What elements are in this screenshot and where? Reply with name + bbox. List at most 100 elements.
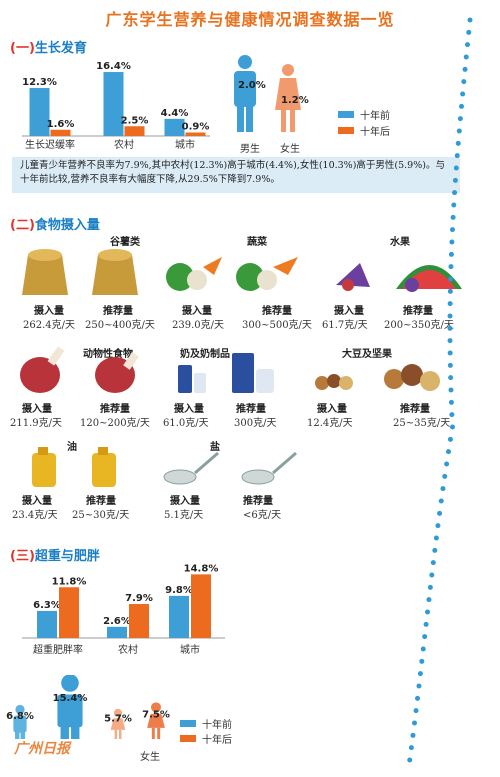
growth-cat-label: 城市	[175, 138, 195, 151]
food-grain-name: 谷薯类	[110, 237, 140, 248]
milk-intake-label: 摄入量	[174, 404, 204, 415]
obesity-bar-value: 14.8%	[184, 563, 219, 574]
milk-icon	[232, 353, 274, 393]
female-value-label: 1.2%	[281, 95, 309, 106]
food-oil-name: 油	[67, 442, 77, 453]
decorative-dot	[447, 436, 453, 442]
decorative-dot	[442, 473, 448, 479]
decorative-dot	[410, 732, 416, 738]
bean-rec-label: 推荐量	[400, 404, 430, 415]
growth-gender-figures	[234, 55, 301, 132]
obesity-figure-value: 15.4%	[53, 693, 88, 704]
decorative-dot	[447, 325, 453, 331]
oil-bottle-icon	[92, 447, 116, 487]
milk-intake-value: 61.0克/天	[163, 418, 209, 429]
decorative-dot	[452, 177, 458, 183]
food-row1-icons	[22, 249, 462, 295]
growth-chart: 12.3% 1.6% 16.4% 2.5% 4.4% 0.9% 生长迟缓率 农村 城市	[22, 61, 210, 151]
decorative-dot	[449, 227, 455, 233]
growth-bar	[185, 132, 206, 136]
male-figure-icon	[13, 704, 27, 739]
decorative-dot	[444, 461, 450, 467]
obesity-bar	[59, 587, 79, 638]
growth-bar	[124, 126, 145, 136]
decorative-dot	[447, 338, 453, 344]
salt-intake-value: 5.1克/天	[164, 510, 204, 521]
section-growth-heading: (一)生长发育	[10, 41, 87, 56]
female-figure-icon	[147, 702, 165, 739]
page-title: 广东学生营养与健康情况调查数据一览	[105, 10, 395, 29]
decorative-dot	[438, 498, 444, 504]
legend-after: 十年后	[338, 123, 390, 138]
obesity-bar-value: 2.6%	[103, 616, 131, 627]
milk-icon	[178, 365, 206, 393]
obesity-bar-value: 6.3%	[33, 600, 61, 611]
meat-rec-label: 推荐量	[100, 404, 130, 415]
female-figure-icon	[275, 64, 301, 132]
newspaper-logo: 广州日报	[14, 741, 70, 757]
decorative-dot	[455, 140, 461, 146]
veg-rec-value: 300~500克/天	[242, 320, 312, 331]
decorative-dot	[456, 128, 462, 134]
decorative-dot	[447, 313, 453, 319]
decorative-dot	[467, 17, 473, 23]
obesity-bar	[107, 626, 127, 638]
decorative-dot	[448, 387, 454, 393]
bean-intake-value: 12.4克/天	[307, 418, 353, 429]
decorative-dot	[449, 412, 455, 418]
decorative-dot	[413, 708, 419, 714]
obesity-cat-label: 农村	[118, 643, 138, 656]
malnutrition-note: 儿童青少年营养不良率为7.9%,其中农村(12.3%)高于城市(4.4%),女性…	[12, 157, 460, 193]
obesity-bar-value: 9.8%	[165, 585, 193, 596]
decorative-dot	[416, 683, 422, 689]
legend-before: 十年前	[338, 107, 390, 122]
oil-rec-label: 推荐量	[86, 496, 116, 507]
nut-icon	[315, 374, 353, 390]
salt-intake-label: 摄入量	[170, 496, 200, 507]
meat-icon	[20, 346, 65, 393]
decorative-dot	[429, 572, 435, 578]
obesity-bar	[37, 610, 57, 638]
obesity-bar-value: 11.8%	[52, 576, 87, 587]
decorative-dot	[437, 510, 443, 516]
salt-spoon-icon	[163, 451, 219, 485]
grain-rec-label: 推荐量	[103, 306, 133, 317]
obesity-bar	[129, 604, 149, 638]
food-meat-name: 动物性食物	[83, 349, 133, 360]
decorative-dot	[448, 375, 454, 381]
salt-rec-label: 推荐量	[243, 496, 273, 507]
meat-rec-value: 120~200克/天	[80, 418, 150, 429]
nut-icon	[384, 364, 440, 391]
obesity-bar	[191, 574, 211, 638]
bean-intake-label: 摄入量	[317, 404, 347, 415]
vegetable-icon	[166, 257, 222, 291]
decorative-dot	[433, 535, 439, 541]
decorative-dot	[448, 399, 454, 405]
decorative-dot	[408, 745, 414, 751]
decorative-dot	[461, 79, 467, 85]
obesity-chart: 6.3% 11.8% 2.6% 7.9% 9.8% 14.8% 超重肥胖率 农村 城市	[22, 563, 225, 656]
food-salt-name: 盐	[210, 442, 220, 453]
decorative-dot	[407, 757, 413, 763]
growth-bar	[164, 118, 185, 136]
oil-rec-value: 25~30克/天	[72, 510, 130, 521]
food-row3-icons	[32, 447, 297, 487]
obesity-figure-value: 7.5%	[142, 710, 170, 721]
male-value-label: 2.0%	[238, 80, 266, 91]
decorative-dot	[458, 103, 464, 109]
veg-intake-label: 摄入量	[182, 306, 212, 317]
meat-intake-label: 摄入量	[22, 404, 52, 415]
milk-rec-label: 推荐量	[236, 404, 266, 415]
legend-before-swatch	[338, 111, 354, 118]
section-food-heading: (二)食物摄入量	[10, 218, 100, 233]
fruit-icon	[336, 263, 370, 291]
decorative-dot	[430, 560, 436, 566]
growth-bar	[50, 129, 71, 136]
growth-bar	[29, 88, 50, 136]
obesity-gender-figures: 6.8% 5.7% 15.4% 7.5%	[6, 675, 170, 739]
food-veg-name: 蔬菜	[247, 237, 267, 248]
decorative-dot	[451, 202, 457, 208]
obesity-female-label: 女生	[140, 752, 160, 763]
food-bean-name: 大豆及坚果	[342, 349, 392, 360]
growth-bar	[103, 72, 124, 136]
